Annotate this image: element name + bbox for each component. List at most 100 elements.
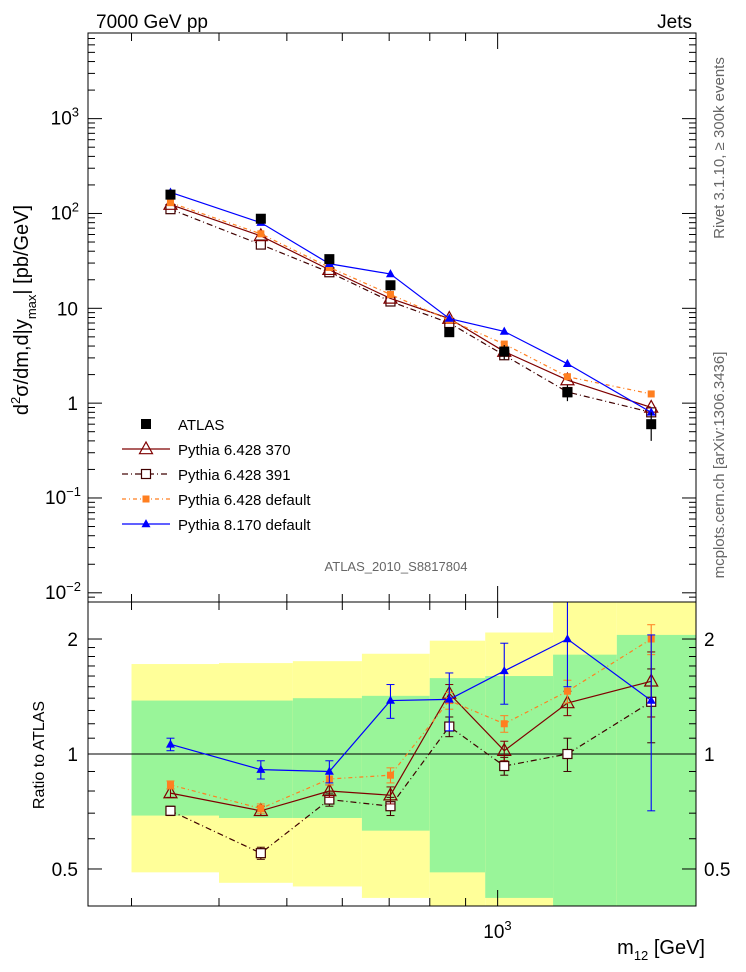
series-line [170,208,652,413]
ratio-tick-label-left: 2 [67,630,78,651]
ratio-tick-label-right: 1 [704,745,715,766]
y-axis-label-ratio: Ratio to ATLAS [31,701,48,809]
legend-label: Pythia 6.428 370 [178,442,291,459]
legend-marker [140,468,152,480]
data-point [382,786,398,801]
data-point [496,742,512,756]
data-point [324,254,335,265]
legend-entry: Pythia 6.428 default [122,492,311,509]
main-series-pythia-8-170-default [165,187,656,416]
legend-label: Pythia 6.428 391 [178,467,291,484]
legend-marker [141,519,151,528]
legend-entry: Pythia 6.428 370 [122,440,291,459]
main-series-pythia-6-428-370 [162,196,659,413]
band-green [131,700,219,816]
legend-entry: Pythia 8.170 default [122,517,311,534]
series-layer [162,187,659,860]
data-point [255,213,266,224]
series-line [170,204,652,409]
y-tick-label: 10−2 [45,579,81,604]
side-text-lower: mcplots.cern.ch [arXiv:1306.3436] [711,352,728,579]
data-point [255,848,266,859]
data-point [165,805,176,816]
data-point [499,666,509,675]
data-point [257,804,265,812]
data-point [499,326,509,335]
legend-label: ATLAS [178,417,224,434]
data-point [321,782,337,797]
data-point [563,687,571,695]
data-point [324,766,334,775]
data-point [562,634,572,643]
legend-marker [141,419,151,429]
band-green [218,700,293,818]
data-point [562,358,572,368]
y-tick-label: 103 [51,105,79,130]
data-point [162,784,178,799]
ratio-axis-label: Ratio to ATLAS [31,701,48,809]
data-point [256,764,266,773]
series-line [170,680,652,812]
ratio-tick-label-left: 0.5 [52,860,78,881]
band-green [361,695,430,831]
side-text-lower-wrap: mcplots.cern.ch [arXiv:1306.3436] [711,352,728,579]
data-point [563,373,571,381]
data-point [255,239,266,250]
legend-marker [142,495,150,503]
data-point [385,695,395,704]
y-tick-label: 1 [67,394,78,415]
y-tick-label: 102 [51,199,79,224]
data-point [499,760,510,772]
data-point [559,694,575,709]
data-point [166,199,174,207]
legend-label: Pythia 8.170 default [178,517,311,534]
main-axis-label: d2σ/dm,d|ymax| [pb/GeV] [8,205,39,415]
series-line [170,191,652,413]
watermark: ATLAS_2010_S8817804 [325,559,468,574]
data-point [562,748,573,760]
band-green [616,634,696,906]
ratio-tick-label-right: 2 [704,630,715,651]
data-point [646,407,656,416]
legend: ATLAS Pythia 6.428 370 Pythia 6.428 391 Pyt… [122,417,311,534]
data-point [385,280,396,291]
data-point [325,263,333,271]
data-point [444,694,454,703]
data-point [647,390,655,398]
ratio-tick-label-right: 0.5 [704,860,730,881]
side-text-upper-wrap: Rivet 3.1.10, ≥ 300k events [711,57,728,239]
x-tick-label: 103 [483,918,511,943]
legend-entry: Pythia 6.428 391 [122,467,291,484]
main-series-atlas [165,189,657,441]
data-point [257,230,265,238]
data-point [499,346,510,357]
ratio-tick-label-left: 1 [67,745,78,766]
header-left: 7000 GeV pp [96,12,208,33]
data-point [562,387,573,398]
data-point [386,771,394,779]
data-point [165,189,176,200]
legend-entry: ATLAS [141,417,224,434]
data-point [444,327,455,338]
data-point [165,739,175,748]
y-tick-label: 10−1 [45,484,81,509]
series-line [170,202,652,395]
data-point [646,419,657,430]
y-axis-label-main: d2σ/dm,d|ymax| [pb/GeV] [8,205,39,415]
ratio-uncertainty-bands [131,602,696,906]
band-green [485,676,554,898]
side-text-upper: Rivet 3.1.10, ≥ 300k events [711,57,728,239]
series-line [170,638,652,810]
series-line [170,638,652,773]
legend-label: Pythia 6.428 default [178,492,311,509]
data-point [386,290,394,298]
data-point [500,340,508,348]
data-point [166,781,174,789]
data-point [444,313,454,322]
band-green [553,654,617,906]
data-point [646,695,656,704]
ratio-series-pythia-8-170-default [165,601,656,812]
data-point [385,269,395,278]
legend-marker [138,440,154,455]
